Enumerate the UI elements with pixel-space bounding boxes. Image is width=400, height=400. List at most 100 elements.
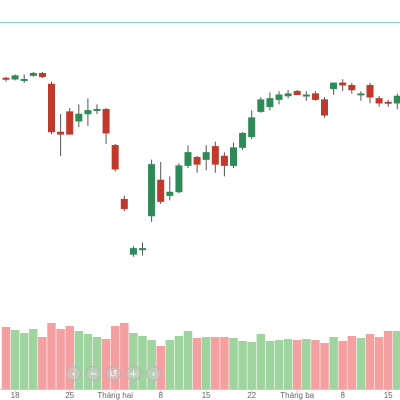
volume-bar (192, 338, 202, 389)
candle-body (266, 98, 274, 108)
volume-bars (1, 323, 400, 389)
candle (2, 76, 10, 82)
volume-bar (156, 346, 165, 389)
volume-bar (19, 333, 29, 389)
x-tick-label: 22 (247, 391, 256, 400)
x-tick-label: Tháng hai (97, 391, 133, 400)
candle-body (239, 132, 247, 148)
volume-bar (383, 331, 393, 389)
volume-bar (56, 329, 65, 389)
candle-body (384, 101, 392, 104)
pan-left-button[interactable]: ‹ (66, 366, 81, 381)
volume-bar (147, 340, 156, 389)
candle-body (148, 164, 156, 217)
candle (84, 98, 92, 126)
reset-icon: ↺ (109, 369, 118, 380)
zoom-in-button[interactable]: + (126, 366, 141, 381)
volume-bar (47, 323, 56, 389)
volume-bar (1, 327, 11, 389)
volume-bar (110, 326, 120, 389)
candle (157, 162, 165, 204)
candle (293, 90, 301, 96)
volume-bar (29, 329, 38, 389)
candle-body (284, 93, 292, 97)
candle (93, 104, 101, 114)
volume-bar (256, 334, 266, 389)
candle (38, 72, 46, 78)
candle-body (20, 78, 28, 81)
candle-body (257, 99, 265, 112)
candle-body (175, 165, 183, 193)
volume-bar (129, 333, 138, 389)
candle-body (357, 93, 365, 96)
chevron-right-icon: › (151, 369, 156, 380)
candle (29, 72, 37, 77)
volume-bar (329, 337, 338, 389)
volume-bar (38, 337, 47, 389)
chart-navigation-controls: ‹ − ↺ + › (66, 366, 161, 381)
candle (129, 246, 137, 257)
candle (266, 92, 274, 111)
candlestick-series (2, 72, 400, 257)
volume-bar (283, 339, 293, 389)
candle (111, 144, 119, 172)
candle-body (93, 108, 101, 111)
candle (57, 114, 65, 156)
candle (184, 145, 192, 168)
candle-body (393, 95, 400, 104)
candle (102, 108, 110, 144)
volume-bar (201, 337, 211, 389)
candle-body (184, 152, 192, 166)
volume-bar (320, 343, 329, 389)
candle-body (330, 82, 338, 90)
candle-body (275, 94, 283, 100)
volume-bar (374, 337, 384, 389)
volume-bar (120, 323, 129, 389)
x-tick-label: 15 (202, 391, 211, 400)
volume-bar (83, 334, 93, 389)
volume-bar (238, 341, 247, 389)
candle-body (193, 156, 201, 165)
candle (348, 82, 356, 94)
candle-body (348, 84, 356, 91)
candle-body (157, 179, 165, 202)
volume-bar (174, 336, 184, 389)
volume-bar (138, 336, 147, 389)
candle-body (366, 84, 374, 98)
candle (257, 97, 265, 113)
candle-body (111, 144, 119, 170)
candle-body (293, 90, 301, 96)
pan-right-button[interactable]: › (146, 366, 161, 381)
candle (120, 195, 128, 212)
volume-bar (393, 331, 400, 389)
candle-body (139, 248, 146, 251)
volume-bar (101, 339, 111, 389)
candle (339, 79, 347, 92)
candle (248, 110, 256, 140)
candle-body (11, 75, 19, 80)
candle-body (248, 117, 256, 138)
candle (275, 91, 283, 105)
candle (202, 145, 210, 171)
volume-bar (311, 340, 320, 389)
candle-body (166, 191, 174, 196)
candle (139, 242, 146, 256)
candle-body (311, 93, 319, 100)
zoom-reset-button[interactable]: ↺ (106, 366, 121, 381)
volume-bar (92, 337, 102, 389)
x-tick-label: Tháng ba (280, 391, 314, 400)
candle (384, 99, 392, 107)
candle (330, 82, 338, 95)
zoom-out-button[interactable]: − (86, 366, 101, 381)
candle (230, 142, 237, 168)
candle-body (66, 111, 74, 135)
candle-body (129, 248, 137, 255)
candle (211, 141, 219, 173)
volume-bar (274, 340, 284, 389)
candle (375, 96, 383, 107)
candle-body (57, 131, 65, 135)
candle-body (202, 152, 210, 160)
volume-bar (229, 338, 238, 389)
